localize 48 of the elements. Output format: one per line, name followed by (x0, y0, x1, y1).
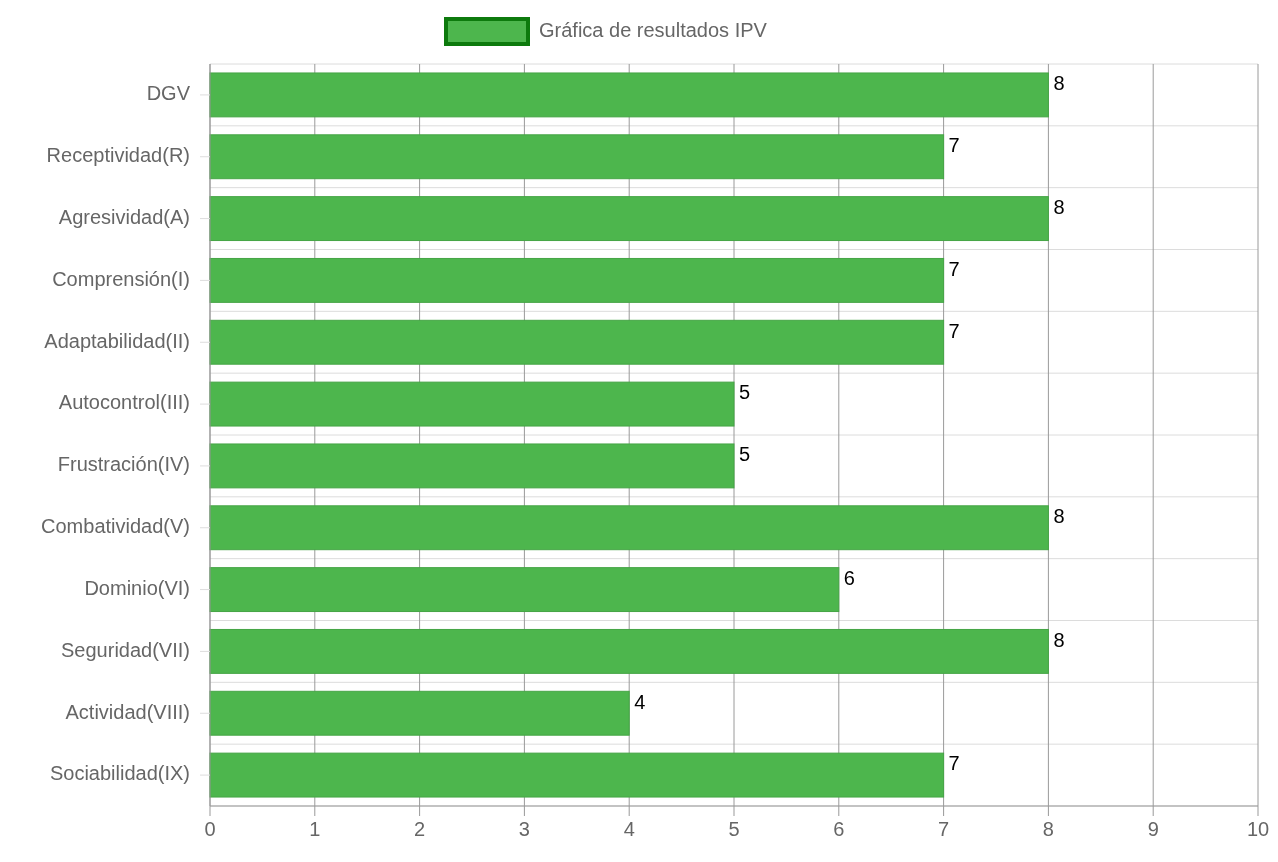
bar (209, 196, 1049, 242)
data-label: 6 (843, 566, 855, 589)
bar (209, 567, 840, 613)
data-label: 5 (739, 443, 751, 466)
data-label: 8 (1053, 195, 1065, 218)
bar (209, 72, 1049, 118)
x-tick-label: 1 (309, 818, 321, 840)
legend-label: Gráfica de resultados IPV (539, 19, 768, 42)
y-tick-label: Seguridad(VII) (61, 638, 190, 661)
bar (209, 134, 945, 180)
x-tick-label: 7 (938, 818, 950, 840)
bar (209, 505, 1049, 551)
y-tick-label: Receptividad(R) (46, 144, 190, 167)
data-label: 4 (634, 690, 646, 713)
x-tick-label: 4 (623, 818, 635, 840)
bar (209, 257, 945, 303)
data-label: 8 (1053, 72, 1065, 95)
y-tick-label: Autocontrol(III) (58, 391, 190, 414)
data-label: 8 (1053, 628, 1065, 651)
data-label: 7 (948, 319, 960, 342)
y-tick-label: Combatividad(V) (41, 515, 190, 538)
y-tick-label: Frustración(IV) (57, 453, 190, 476)
x-tick-label: 10 (1246, 818, 1270, 840)
bar (209, 628, 1049, 674)
x-tick-label: 2 (414, 818, 426, 840)
x-tick-label: 0 (204, 818, 216, 840)
bar (209, 381, 735, 427)
data-label: 7 (948, 257, 960, 280)
data-label: 5 (739, 381, 751, 404)
y-tick-label: Agresividad(A) (58, 205, 190, 228)
y-tick-label: Adaptabilidad(II) (44, 329, 190, 352)
y-tick-label: DGV (146, 82, 191, 105)
x-tick-label: 3 (518, 818, 530, 840)
bar (209, 443, 735, 489)
data-label: 7 (948, 752, 960, 775)
bar (209, 752, 945, 798)
y-tick-label: Sociabilidad(IX) (49, 762, 190, 785)
bar (209, 690, 630, 736)
x-tick-label: 9 (1147, 818, 1159, 840)
x-tick-label: 6 (833, 818, 845, 840)
x-tick-label: 8 (1042, 818, 1054, 840)
data-label: 8 (1053, 505, 1065, 528)
data-label: 7 (948, 134, 960, 157)
y-tick-label: Dominio(VI) (84, 576, 190, 599)
y-tick-label: Comprensión(I) (52, 267, 190, 290)
bar (209, 319, 945, 365)
y-tick-label: Actividad(VIII) (65, 700, 190, 723)
x-tick-label: 5 (728, 818, 740, 840)
